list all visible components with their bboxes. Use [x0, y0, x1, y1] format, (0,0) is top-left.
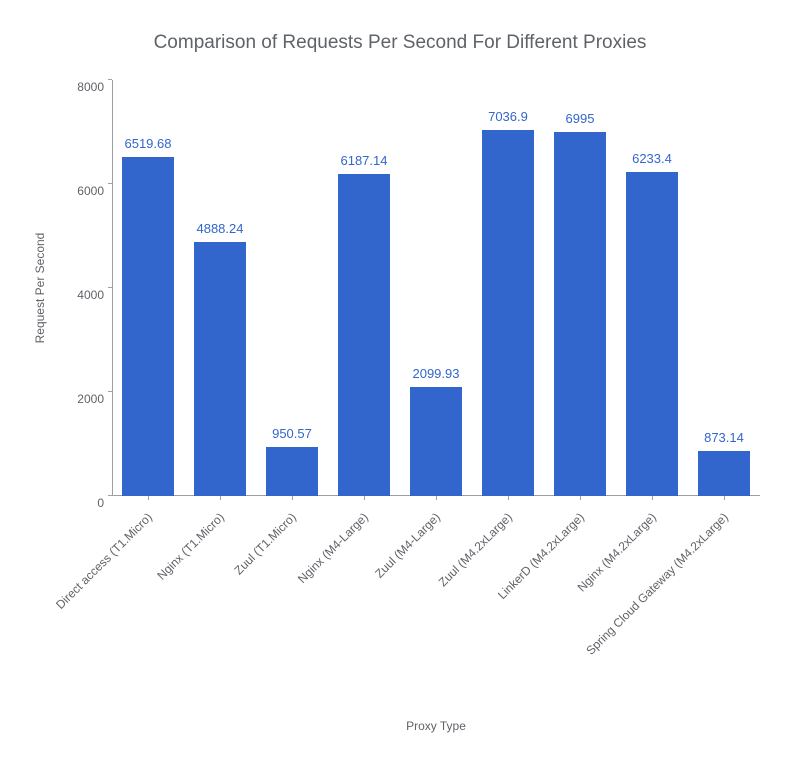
x-tick-mark [508, 496, 509, 500]
bar-value-label: 6233.4 [632, 151, 672, 166]
y-tick-mark [108, 495, 112, 496]
bar-value-label: 6187.14 [340, 153, 387, 168]
x-tick-label: Nginx (M4.2xLarge) [508, 510, 659, 661]
y-tick-mark [108, 79, 112, 80]
x-tick-label: Nginx (T1.Micro) [76, 510, 227, 661]
x-tick-mark [580, 496, 581, 500]
y-tick-mark [108, 287, 112, 288]
bar: 873.14 [698, 451, 750, 496]
x-tick-mark [148, 496, 149, 500]
x-tick-label: Zuul (M4.2xLarge) [364, 510, 515, 661]
bar: 7036.9 [482, 130, 534, 496]
y-tick-label: 6000 [64, 184, 104, 198]
bar: 6519.68 [122, 157, 174, 496]
bar-value-label: 6519.68 [124, 136, 171, 151]
y-tick-label: 8000 [64, 80, 104, 94]
x-tick-label: Direct access (T1.Micro) [4, 510, 155, 661]
y-tick-mark [108, 391, 112, 392]
y-axis-title: Request Per Second [33, 228, 47, 348]
bar: 6995 [554, 132, 606, 496]
bar: 6233.4 [626, 172, 678, 496]
bar: 4888.24 [194, 242, 246, 496]
x-axis-title: Proxy Type [112, 719, 760, 733]
x-tick-label: Zuul (T1.Micro) [148, 510, 299, 661]
bar-value-label: 4888.24 [196, 221, 243, 236]
x-tick-mark [364, 496, 365, 500]
bar: 2099.93 [410, 387, 462, 496]
bar-value-label: 950.57 [272, 426, 312, 441]
x-tick-mark [436, 496, 437, 500]
x-tick-label: Spring Cloud Gateway (M4.2xLarge) [580, 510, 731, 661]
bar-value-label: 873.14 [704, 430, 744, 445]
y-tick-mark [108, 183, 112, 184]
x-tick-mark [724, 496, 725, 500]
bar-value-label: 7036.9 [488, 109, 528, 124]
y-tick-label: 2000 [64, 392, 104, 406]
bar: 6187.14 [338, 174, 390, 496]
x-tick-label: Nginx (M4-Large) [220, 510, 371, 661]
x-tick-mark [292, 496, 293, 500]
x-tick-mark [652, 496, 653, 500]
x-tick-label: Zuul (M4-Large) [292, 510, 443, 661]
x-tick-mark [220, 496, 221, 500]
chart-container: Comparison of Requests Per Second For Di… [0, 0, 800, 769]
bar-value-label: 2099.93 [412, 366, 459, 381]
bars-group: 6519.68 4888.24 950.57 6187.14 2099.93 7036.9… [112, 80, 760, 496]
chart-title: Comparison of Requests Per Second For Di… [0, 32, 800, 54]
bar-value-label: 6995 [566, 111, 595, 126]
bar: 950.57 [266, 447, 318, 496]
x-tick-label: LinkerD (M4.2xLarge) [436, 510, 587, 661]
plot-area: 6519.68 4888.24 950.57 6187.14 2099.93 7036.9… [112, 80, 760, 496]
y-tick-label: 4000 [64, 288, 104, 302]
y-tick-label: 0 [64, 496, 104, 510]
